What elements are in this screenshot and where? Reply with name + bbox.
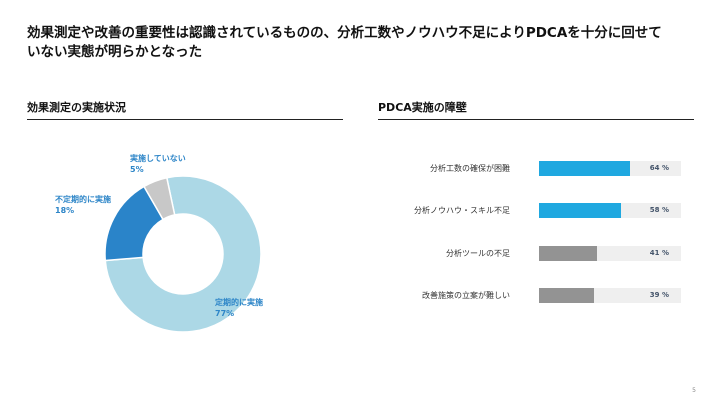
bar-track: 58 %	[539, 203, 681, 218]
bar-value-label: 58 %	[649, 206, 669, 214]
page-number: 5	[692, 387, 696, 394]
bar-value-label: 41 %	[649, 249, 669, 257]
pie-label-regular: 定期的に実施 77%	[215, 297, 263, 319]
pie-label-value: 18%	[55, 206, 75, 215]
bar-section-header: PDCA実施の障壁	[378, 99, 694, 120]
donut-slice	[142, 176, 176, 221]
bar-value-label: 64 %	[649, 164, 669, 172]
pie-label-text: 不定期的に実施	[55, 195, 111, 204]
donut-section-header: 効果測定の実施状況	[27, 99, 343, 120]
slide-title: 効果測定や改善の重要性は認識されているものの、分析工数やノウハウ不足によりPDC…	[27, 25, 662, 60]
bar-track: 39 %	[539, 288, 681, 303]
bar-value-label: 39 %	[649, 291, 669, 299]
pie-label-irregular: 不定期的に実施 18%	[55, 194, 111, 216]
pie-label-value: 77%	[215, 309, 235, 318]
bar-track: 64 %	[539, 161, 681, 176]
bar-fill	[539, 203, 622, 218]
bar-category-label: 分析ツールの不足	[446, 249, 510, 258]
bar-track: 41 %	[539, 246, 681, 261]
pie-label-value: 5%	[130, 165, 144, 174]
pie-label-text: 実施していない	[130, 154, 186, 163]
pie-label-not-implemented: 実施していない 5%	[130, 153, 186, 175]
bar-fill	[539, 288, 595, 303]
bar-fill	[539, 246, 598, 261]
bar-category-label: 分析工数の確保が困難	[430, 164, 510, 173]
pie-label-text: 定期的に実施	[215, 298, 263, 307]
bar-fill	[539, 161, 630, 176]
bar-category-label: 改善施策の立案が難しい	[422, 291, 510, 300]
bar-category-label: 分析ノウハウ・スキル不足	[414, 206, 510, 215]
donut-slice	[104, 175, 262, 333]
